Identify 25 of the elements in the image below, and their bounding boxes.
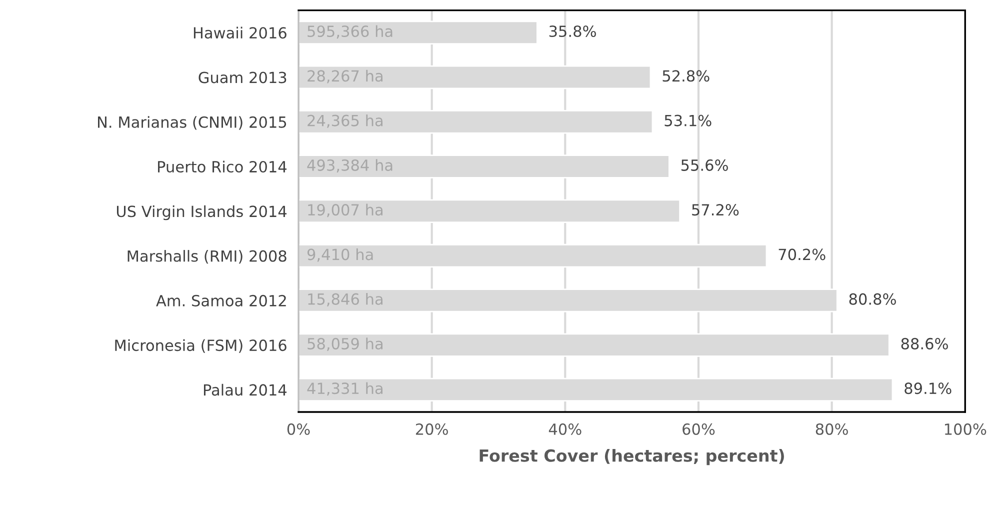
x-axis-title: Forest Cover (hectares; percent) [480, 449, 784, 466]
y-tick-label: Palau 2014 [204, 384, 287, 396]
data-label: 70.2% [778, 248, 826, 260]
y-tick-label: Puerto Rico 2014 [158, 160, 287, 173]
y-tick-label: N. Marianas (CNMI) 2015 [98, 116, 286, 130]
data-label: 35.8% [549, 25, 596, 38]
data-label: 53.1% [664, 114, 712, 126]
data-label: 55.6% [681, 159, 728, 171]
data-label: 80.8% [849, 293, 896, 305]
x-tick-label: 100% [944, 423, 986, 435]
y-tick-label: Hawaii 2016 [194, 26, 286, 39]
data-label: 57.2% [692, 204, 739, 216]
x-tick-label: 80% [816, 423, 848, 435]
x-tick-label: 60% [682, 423, 715, 435]
x-tick-label: 40% [548, 423, 582, 435]
x-tick-label: 0% [287, 423, 310, 435]
y-tick-label: Micronesia (FSM) 2016 [115, 339, 286, 353]
data-label: 52.8% [662, 70, 710, 82]
y-tick-label: Marshalls (RMI) 2008 [128, 250, 286, 264]
data-label: 88.6% [901, 338, 948, 350]
y-tick-label: US Virgin Islands 2014 [116, 205, 287, 220]
x-tick-label: 20% [416, 423, 448, 435]
y-tick-label: Guam 2013 [198, 72, 286, 84]
data-label: 89.1% [904, 382, 952, 394]
y-tick-label: Am. Samoa 2012 [156, 294, 286, 306]
